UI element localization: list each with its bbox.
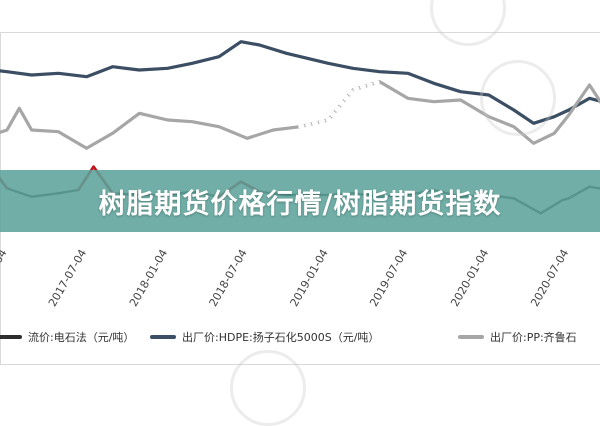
legend-swatch-series-1 xyxy=(0,335,22,339)
x-tick-label-6: 2020-01-04 xyxy=(448,247,491,309)
series-2-point-10 xyxy=(240,41,242,43)
series-2-point-23 xyxy=(568,109,570,111)
series-2-point-11 xyxy=(258,44,260,46)
series-2-point-8 xyxy=(191,62,193,64)
series-3-point-10 xyxy=(218,126,220,128)
series-2-point-3 xyxy=(57,72,59,74)
series-3-point-7 xyxy=(138,112,140,114)
x-tick-label-1: 2017-07-04 xyxy=(46,247,89,309)
series-3-point-8 xyxy=(166,119,168,121)
x-tick-label-5: 2019-07-04 xyxy=(367,247,410,309)
series-3-point-6 xyxy=(111,132,113,134)
series-2-point-7 xyxy=(166,67,168,69)
legend-item-series-3: 出厂价:PP:齐鲁石 xyxy=(458,326,577,348)
series-2-point-4 xyxy=(85,76,87,78)
series-2-point-17 xyxy=(433,82,435,84)
legend-swatch-series-3 xyxy=(458,335,484,339)
series-2-point-22 xyxy=(553,116,555,118)
x-tick-label-2: 2018-01-04 xyxy=(127,247,170,309)
series-3-point-2 xyxy=(18,107,20,109)
series-2-point-14 xyxy=(352,67,354,69)
series-3-point-25 xyxy=(588,84,590,86)
chart-legend: 流价:电石法（元/吨） 出厂价:HDPE:扬子石化5000S（元/吨） 出厂价:… xyxy=(0,326,600,348)
tick-layer: -04 2017-07-04 2018-01-04 2018-07-04 2019-01… xyxy=(0,247,571,309)
series-3-point-24 xyxy=(568,114,570,116)
series-3-point-22 xyxy=(532,142,534,144)
series-3-point-4 xyxy=(57,131,59,133)
series-2-point-9 xyxy=(218,56,220,58)
legend-label-series-3: 出厂价:PP:齐鲁石 xyxy=(490,329,577,345)
x-tick-label-4: 2019-01-04 xyxy=(288,247,331,309)
series-2-point-6 xyxy=(138,69,140,71)
title-banner: 树脂期货价格行情/树脂期货指数 xyxy=(0,170,600,232)
series-3-point-23 xyxy=(553,132,555,134)
series-3-point-3 xyxy=(30,129,32,131)
legend-label-series-2: 出厂价:HDPE:扬子石化5000S（元/吨） xyxy=(182,329,379,345)
x-tick-label-0: -04 xyxy=(0,247,10,269)
series-3-point-11 xyxy=(246,137,248,139)
banner-title: 树脂期货价格行情/树脂期货指数 xyxy=(99,182,502,221)
series-3-point-18 xyxy=(433,101,435,103)
legend-item-series-1: 流价:电石法（元/吨） xyxy=(0,326,134,348)
series-3-point-1 xyxy=(6,129,8,131)
series-2-point-1 xyxy=(6,71,8,73)
series-2-point-12 xyxy=(285,52,287,54)
watermark-ring-right xyxy=(480,60,556,136)
series-3-point-12 xyxy=(272,129,274,131)
series-3-dotted-segment xyxy=(300,82,380,127)
series-2-point-18 xyxy=(459,91,461,93)
x-tick-label-3: 2018-07-04 xyxy=(207,247,250,309)
watermark-ring-bottom xyxy=(230,350,306,426)
legend-swatch-series-2 xyxy=(150,335,176,339)
x-tick-label-7: 2020-07-04 xyxy=(528,247,571,309)
series-2-point-24 xyxy=(588,97,590,99)
series-2-point-16 xyxy=(407,72,409,74)
series-2-point-2 xyxy=(30,74,32,76)
series-3-point-9 xyxy=(191,121,193,123)
series-2-point-13 xyxy=(327,62,329,64)
series-3-point-17 xyxy=(407,97,409,99)
legend-label-series-1: 流价:电石法（元/吨） xyxy=(28,329,134,345)
series-2-point-15 xyxy=(378,71,380,73)
series-3-point-5 xyxy=(85,147,87,149)
chart-frame: -04 2017-07-04 2018-01-04 2018-07-04 2019-01… xyxy=(0,0,600,400)
legend-item-series-2: 出厂价:HDPE:扬子石化5000S（元/吨） xyxy=(150,326,379,348)
series-3-point-19 xyxy=(459,99,461,101)
series-2-point-5 xyxy=(111,66,113,68)
